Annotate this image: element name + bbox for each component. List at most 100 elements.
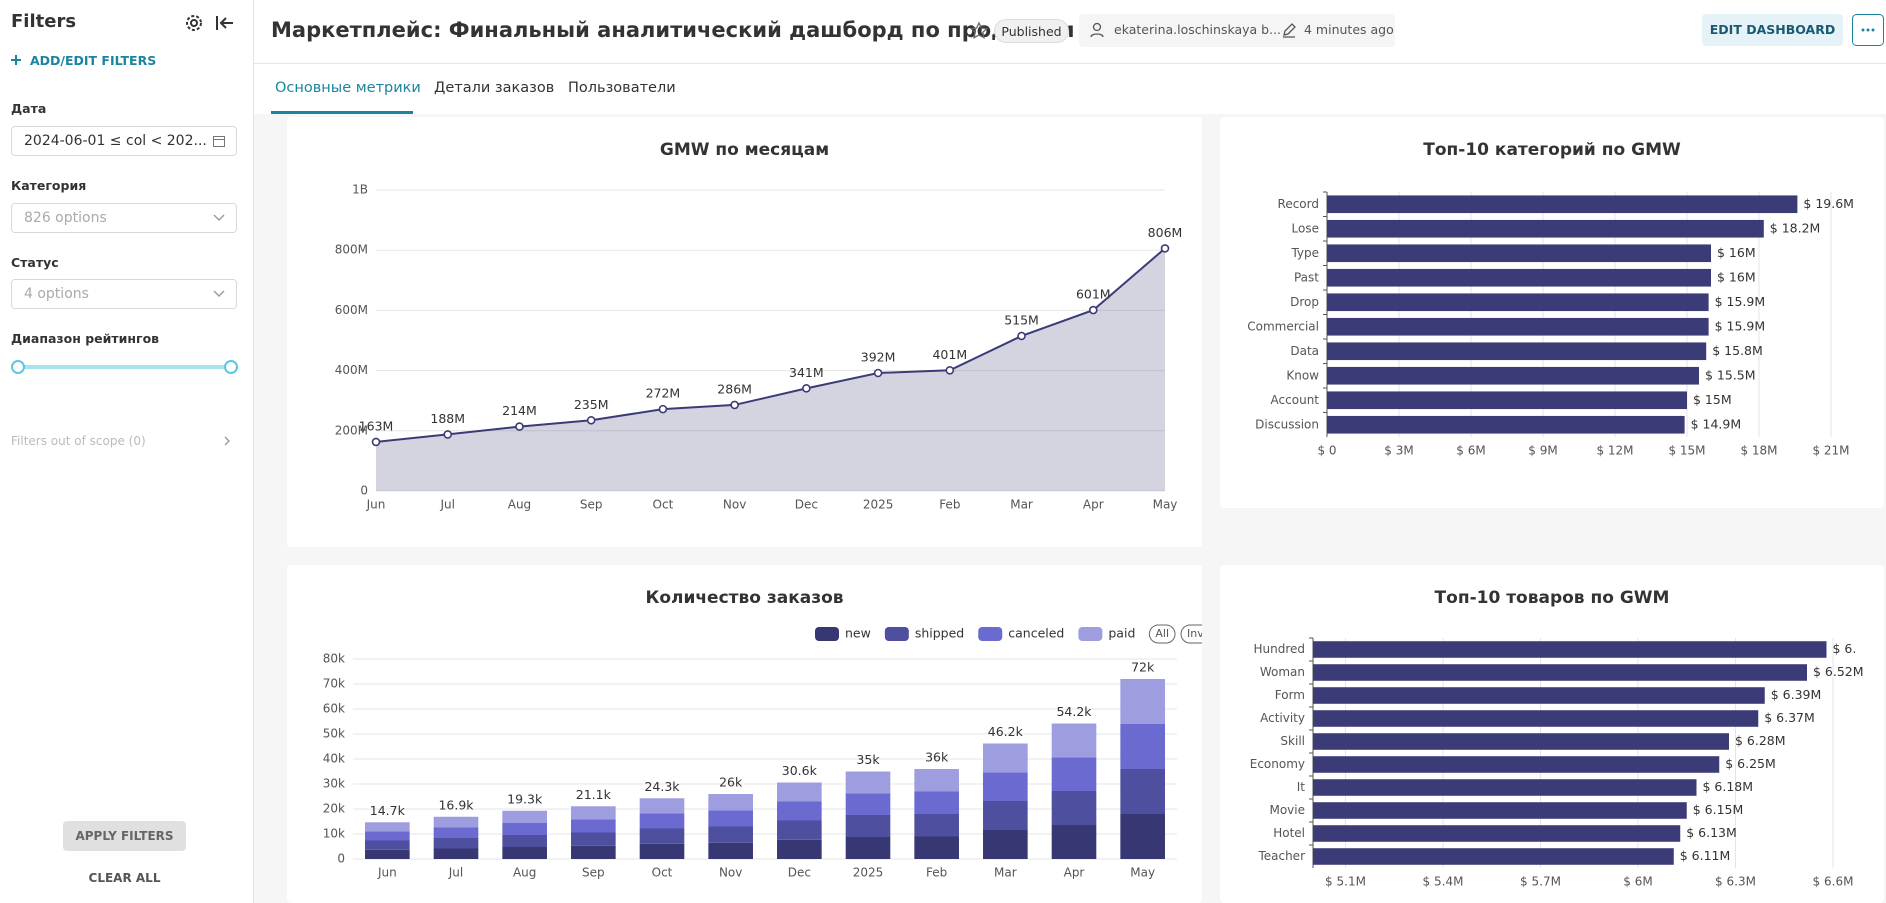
y-tick-label: Past: [1294, 270, 1319, 284]
bar: [1327, 415, 1685, 434]
total-label: 14.7k: [370, 803, 406, 818]
more-button[interactable]: [1852, 14, 1884, 46]
y-tick-label: Teacher: [1257, 849, 1305, 863]
bar-segment: [1051, 825, 1097, 859]
x-tick-label: 2025: [853, 866, 884, 880]
chart-title: Количество заказов: [645, 588, 843, 608]
y-tick-label: Economy: [1250, 757, 1305, 771]
bar: [1313, 825, 1681, 842]
x-tick-label: 2025: [863, 498, 894, 512]
value-label: 806M: [1148, 225, 1183, 240]
chart-card: GMW по месяцам 0 200M 400M 600M 800M 1B Jun Jul A…: [287, 117, 1202, 547]
bar: [1313, 664, 1807, 681]
select-placeholder: 4 options: [24, 286, 89, 302]
bar: [1327, 317, 1709, 336]
status-select[interactable]: 4 options: [11, 279, 237, 309]
x-tick-label: Feb: [939, 498, 960, 512]
total-label: 26k: [719, 775, 743, 790]
bar: [1327, 244, 1711, 263]
bar-segment: [433, 827, 479, 838]
chevron-icon: [213, 214, 225, 221]
value-label: $ 6.25M: [1725, 756, 1776, 771]
value-label: $ 6.52M: [1813, 664, 1864, 679]
y-tick-label: 10k: [323, 827, 345, 841]
legend-swatch: [815, 627, 839, 641]
clear-all-button[interactable]: CLEAR ALL: [88, 871, 161, 885]
plus-icon[interactable]: [9, 53, 23, 67]
x-tick-label: Apr: [1064, 866, 1085, 880]
value-label: $ 6.39M: [1771, 687, 1822, 702]
bar-segment: [708, 794, 753, 811]
value-label: 601M: [1076, 287, 1111, 302]
edit-dashboard-button[interactable]: EDIT DASHBOARD: [1702, 14, 1843, 46]
favorite-star[interactable]: [969, 21, 989, 41]
tab-active[interactable]: Основные метрики: [275, 80, 421, 96]
bar-segment: [571, 832, 616, 846]
bar: [1327, 391, 1687, 410]
bar-segment: [983, 772, 1028, 801]
value-label: 286M: [717, 381, 752, 396]
bar-segment: [639, 843, 685, 859]
y-tick-label: 30k: [323, 777, 345, 791]
bar-segment: [708, 842, 753, 859]
value-label: 341M: [789, 365, 824, 380]
date-filter-input[interactable]: 2024-06-01 ≤ col < 202...: [11, 126, 237, 156]
x-tick-label: $ 21M: [1812, 444, 1849, 458]
bar: [1313, 710, 1759, 727]
chevron-right-icon: [224, 436, 230, 446]
bar: [1327, 366, 1699, 385]
add-filters-button[interactable]: ADD/EDIT FILTERS: [30, 53, 157, 68]
total-label: 19.3k: [507, 791, 543, 806]
value-label: $ 15.9M: [1715, 294, 1766, 309]
bar: [1327, 268, 1711, 287]
value-label: 235M: [574, 397, 609, 412]
bar-segment: [845, 815, 891, 837]
legend-button[interactable]: [1180, 624, 1202, 644]
y-tick-label: Account: [1271, 393, 1320, 407]
rating-slider[interactable]: [8, 357, 242, 377]
y-tick-label: 20k: [323, 802, 345, 816]
legend-button-label: All: [1155, 627, 1169, 640]
collapse-icon[interactable]: [213, 11, 237, 35]
x-tick-label: May: [1130, 866, 1155, 880]
bar: [1313, 756, 1720, 773]
y-tick-label: Discussion: [1255, 417, 1319, 431]
value-label: $ 6.37M: [1764, 710, 1815, 725]
tab[interactable]: Пользователи: [568, 80, 676, 96]
bar-segment: [639, 813, 685, 829]
y-tick-label: Hotel: [1273, 826, 1305, 840]
value-label: $ 15.8M: [1712, 343, 1763, 358]
value-label: $ 6.: [1833, 641, 1857, 656]
x-tick-label: Feb: [926, 866, 947, 880]
bar-segment: [433, 838, 479, 849]
bar-segment: [639, 798, 685, 814]
x-tick-label: Sep: [580, 498, 603, 512]
bar-segment: [983, 743, 1028, 773]
apply-filters-button[interactable]: APPLY FILTERS: [63, 821, 186, 851]
chart: GMW по месяцам 0 200M 400M 600M 800M 1B Jun Jul A…: [335, 140, 1183, 512]
bar-segment: [777, 801, 822, 821]
value-label: $ 6.13M: [1686, 825, 1737, 840]
tab[interactable]: Детали заказов: [434, 80, 555, 96]
category-select[interactable]: 826 options: [11, 203, 237, 233]
settings-icon[interactable]: [182, 11, 206, 35]
out-of-scope[interactable]: Filters out of scope (0): [11, 434, 146, 448]
x-tick-label: Oct: [653, 498, 674, 512]
legend-button[interactable]: [1148, 624, 1176, 644]
x-tick-label: $ 18M: [1740, 444, 1777, 458]
point: [658, 404, 668, 414]
bar-segment: [1051, 757, 1097, 791]
tab-underline: [271, 111, 413, 114]
bar-segment: [639, 828, 685, 844]
total-label: 72k: [1131, 660, 1155, 675]
bar-segment: [502, 810, 547, 823]
x-tick-label: $ 9M: [1528, 444, 1557, 458]
x-tick-label: Aug: [513, 866, 536, 880]
edit-icon: [1283, 23, 1296, 38]
filter-label: Статус: [11, 255, 59, 270]
x-tick-label: Mar: [994, 866, 1017, 880]
bar-segment: [502, 835, 547, 847]
point: [443, 430, 453, 439]
x-tick-label: Apr: [1083, 498, 1104, 512]
point: [515, 422, 524, 431]
